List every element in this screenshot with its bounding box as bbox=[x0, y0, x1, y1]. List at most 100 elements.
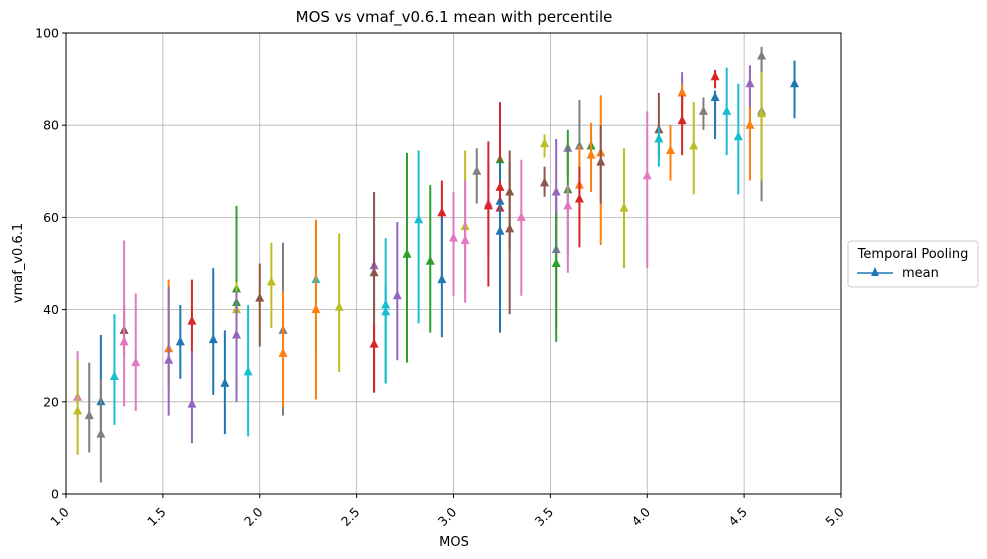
data-point bbox=[392, 222, 402, 361]
mean-marker bbox=[505, 223, 515, 233]
data-point bbox=[266, 242, 276, 329]
data-point bbox=[96, 378, 106, 483]
mean-marker bbox=[311, 304, 321, 314]
x-tick-label: 2.5 bbox=[338, 504, 363, 529]
mean-marker bbox=[654, 133, 664, 143]
mean-marker bbox=[255, 292, 265, 302]
mean-marker bbox=[232, 329, 241, 339]
data-point bbox=[551, 212, 561, 342]
mean-marker bbox=[745, 78, 755, 88]
legend-entry-mean: mean bbox=[902, 266, 939, 281]
data-point bbox=[619, 148, 629, 269]
mean-marker bbox=[437, 274, 447, 284]
x-tick-label: 3.5 bbox=[532, 504, 557, 529]
mean-marker bbox=[642, 170, 652, 180]
mean-marker bbox=[596, 156, 606, 166]
mean-marker bbox=[208, 334, 218, 344]
legend-marker-icon bbox=[871, 267, 879, 276]
mean-marker bbox=[334, 301, 344, 311]
mean-marker bbox=[164, 354, 174, 364]
data-point bbox=[505, 162, 515, 315]
data-point bbox=[220, 330, 230, 435]
mean-marker bbox=[220, 377, 230, 387]
x-tick-label: 4.5 bbox=[725, 504, 750, 529]
x-tick-label: 4.0 bbox=[628, 504, 653, 529]
data-point bbox=[745, 106, 755, 181]
mean-marker bbox=[722, 105, 732, 115]
mean-marker bbox=[369, 338, 379, 348]
mean-marker bbox=[96, 428, 106, 438]
mean-marker bbox=[402, 248, 412, 258]
mean-marker bbox=[425, 255, 435, 265]
mean-marker bbox=[381, 306, 391, 316]
mean-marker bbox=[175, 336, 185, 346]
data-point bbox=[449, 192, 458, 296]
data-point bbox=[483, 141, 493, 287]
y-tick-label: 100 bbox=[35, 26, 59, 41]
y-tick-label: 60 bbox=[43, 210, 59, 225]
data-point bbox=[516, 159, 526, 296]
data-point bbox=[119, 240, 129, 407]
mean-marker bbox=[757, 108, 767, 118]
data-point bbox=[790, 60, 799, 119]
data-point bbox=[414, 150, 424, 324]
mean-marker bbox=[495, 225, 505, 235]
data-point bbox=[757, 72, 767, 181]
data-point bbox=[381, 286, 391, 384]
data-point bbox=[369, 323, 379, 393]
x-tick-label: 5.0 bbox=[822, 504, 847, 529]
data-point bbox=[722, 67, 732, 156]
data-point bbox=[187, 351, 197, 444]
mean-marker bbox=[414, 214, 424, 224]
x-tick-label: 3.0 bbox=[435, 504, 460, 529]
x-tick-label: 2.0 bbox=[241, 504, 266, 529]
data-point bbox=[495, 201, 505, 333]
mean-marker bbox=[745, 119, 755, 129]
data-point bbox=[654, 127, 664, 167]
data-point bbox=[109, 314, 119, 425]
mean-marker bbox=[472, 165, 482, 175]
data-point bbox=[540, 134, 550, 158]
mean-marker bbox=[551, 186, 561, 196]
x-tick-label: 1.0 bbox=[47, 504, 72, 529]
mean-marker bbox=[131, 357, 141, 367]
mean-marker bbox=[460, 234, 470, 244]
data-point bbox=[586, 122, 596, 193]
data-point bbox=[255, 263, 265, 347]
data-point bbox=[73, 360, 83, 455]
mean-marker bbox=[540, 138, 550, 148]
mean-marker bbox=[449, 232, 458, 242]
mean-marker bbox=[392, 290, 402, 300]
mean-marker bbox=[677, 115, 687, 125]
mean-marker bbox=[551, 258, 561, 267]
data-points bbox=[73, 46, 799, 483]
data-point bbox=[175, 304, 185, 379]
x-axis-ticks: 1.0 1.5 2.0 2.5 3.0 3.5 4.0 4.5 5.0 bbox=[47, 494, 847, 529]
mean-marker bbox=[84, 410, 94, 420]
mean-marker bbox=[733, 131, 743, 141]
y-axis-label: vmaf_v0.6.1 bbox=[11, 223, 26, 303]
y-tick-label: 20 bbox=[43, 394, 59, 409]
y-axis-ticks: 0 20 40 60 80 100 bbox=[35, 26, 66, 502]
data-point bbox=[698, 97, 708, 130]
data-point bbox=[733, 83, 743, 195]
data-point bbox=[574, 166, 584, 248]
mean-marker bbox=[586, 149, 596, 159]
mean-marker bbox=[119, 336, 129, 346]
legend: Temporal Pooling mean bbox=[847, 240, 979, 288]
mean-marker bbox=[677, 87, 687, 97]
data-point bbox=[710, 69, 720, 89]
mean-marker bbox=[666, 145, 675, 155]
y-tick-label: 0 bbox=[51, 487, 59, 502]
mean-marker bbox=[266, 276, 276, 286]
data-point bbox=[689, 102, 699, 195]
data-point bbox=[437, 217, 447, 338]
chart-title: MOS vs vmaf_v0.6.1 mean with percentile bbox=[296, 8, 613, 27]
data-point bbox=[677, 95, 687, 156]
mean-marker bbox=[516, 211, 526, 221]
data-point bbox=[563, 185, 573, 273]
y-tick-label: 80 bbox=[43, 118, 59, 133]
data-point bbox=[208, 268, 218, 395]
data-point bbox=[131, 293, 141, 412]
